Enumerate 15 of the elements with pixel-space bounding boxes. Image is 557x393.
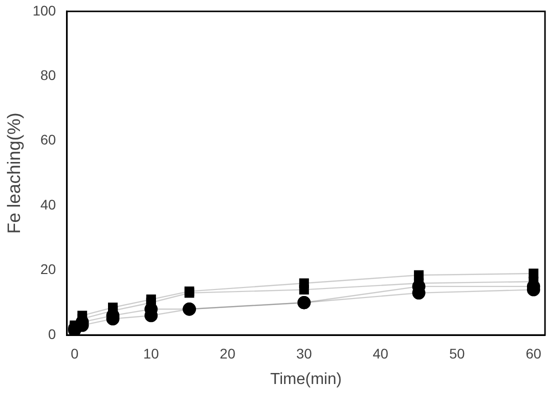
- x-tick-label: 60: [526, 345, 542, 362]
- y-tick-label: 100: [32, 2, 56, 18]
- x-tick-label: 50: [449, 345, 466, 362]
- y-tick-label: 0: [48, 326, 56, 342]
- x-axis-title: Time(min): [270, 370, 342, 388]
- y-tick-label: 60: [40, 132, 56, 148]
- y-tick-label: 40: [40, 196, 56, 212]
- y-tick-label: 80: [40, 66, 56, 83]
- y-tick-label: 20: [40, 261, 56, 278]
- x-tick-label: 40: [372, 345, 389, 362]
- x-tick-label: 0: [70, 345, 79, 362]
- x-tick-label: 20: [220, 345, 236, 362]
- x-tick-label: 30: [296, 345, 312, 362]
- x-tick-label: 10: [143, 345, 160, 362]
- y-axis-title: Fe leaching(%): [4, 112, 24, 234]
